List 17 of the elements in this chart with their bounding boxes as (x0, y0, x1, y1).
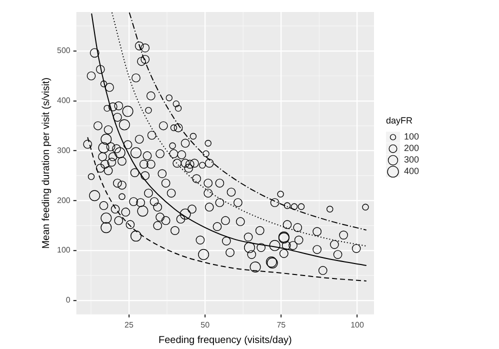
x-tick-label: 25 (124, 320, 134, 330)
y-tick-label: 300 (56, 146, 71, 155)
legend-label: 300 (404, 154, 420, 165)
x-axis-title: Feeding frequency (visits/day) (158, 334, 292, 346)
legend-label: 400 (404, 166, 420, 176)
legend-title: dayFR (386, 116, 414, 126)
legend-label: 100 (404, 132, 420, 142)
y-tick-label: 500 (56, 46, 71, 56)
x-tick-label: 50 (200, 320, 210, 330)
x-tick-label: 100 (350, 320, 364, 330)
legend-label: 200 (404, 143, 420, 154)
y-tick-label: 100 (56, 246, 71, 255)
x-tick-label: 75 (276, 320, 286, 330)
y-axis-title: Mean feeding duration per visit (s/visit) (40, 78, 52, 249)
y-tick-label: 400 (56, 96, 71, 106)
y-tick-label: 0 (66, 296, 71, 305)
y-tick-label: 200 (56, 196, 71, 205)
